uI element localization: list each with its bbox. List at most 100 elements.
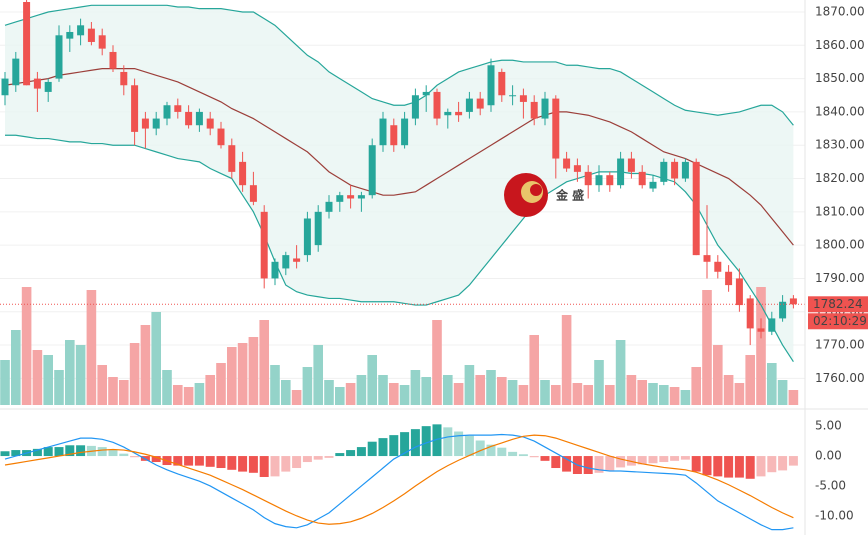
volume-bar bbox=[713, 345, 723, 405]
macd-bar bbox=[292, 456, 302, 469]
volume-bar bbox=[648, 383, 658, 405]
candle-body bbox=[217, 128, 225, 146]
candle-body bbox=[401, 118, 409, 146]
volume-bar bbox=[540, 380, 550, 405]
volume-bar bbox=[21, 287, 32, 405]
volume-bar bbox=[302, 367, 313, 405]
candle-body bbox=[109, 51, 117, 69]
volume-bar bbox=[335, 387, 345, 405]
candle-body bbox=[195, 111, 203, 126]
candle-body bbox=[228, 145, 236, 172]
volume-bar bbox=[313, 345, 323, 405]
volume-bar bbox=[324, 380, 334, 405]
macd-bar bbox=[0, 451, 10, 457]
candle-body bbox=[249, 185, 257, 202]
macd-bar bbox=[173, 456, 183, 466]
macd-bar bbox=[637, 456, 647, 465]
candle-body bbox=[746, 298, 754, 329]
macd-bar bbox=[432, 424, 442, 457]
candle-body bbox=[152, 118, 160, 129]
volume-bar bbox=[421, 377, 431, 405]
volume-bar bbox=[86, 290, 97, 405]
macd-bar bbox=[410, 429, 420, 457]
candle-body bbox=[433, 91, 441, 119]
volume-bar bbox=[0, 360, 10, 405]
macd-bar bbox=[767, 456, 777, 473]
macd-bar bbox=[238, 456, 248, 472]
macd-line bbox=[4, 433, 794, 531]
macd-bar bbox=[605, 456, 615, 471]
macd-bar bbox=[691, 456, 701, 472]
y-tick-label: -10.00 bbox=[815, 508, 854, 522]
candle-body bbox=[660, 161, 668, 182]
volume-bar bbox=[583, 385, 593, 405]
candle-body bbox=[141, 118, 149, 129]
y-tick-label: 1830.00 bbox=[815, 138, 865, 152]
candle-body bbox=[617, 158, 625, 186]
candle-body bbox=[98, 35, 106, 49]
macd-bar bbox=[734, 456, 744, 478]
candle-body bbox=[336, 195, 344, 202]
candle-body bbox=[627, 158, 635, 172]
candle-body bbox=[725, 271, 733, 286]
volume-bar bbox=[399, 385, 410, 405]
macd-bar bbox=[378, 438, 388, 457]
macd-bar bbox=[659, 456, 669, 463]
macd-bar bbox=[43, 447, 53, 457]
candle-body bbox=[519, 95, 527, 102]
volume-bar bbox=[486, 370, 496, 405]
candle-body bbox=[789, 298, 797, 305]
candle-body bbox=[422, 91, 430, 96]
countdown-tag bbox=[808, 313, 868, 330]
y-tick-label: 1820.00 bbox=[815, 171, 865, 185]
candle-body bbox=[23, 1, 31, 86]
candle-body bbox=[347, 195, 355, 199]
y-tick-label: 5.00 bbox=[815, 419, 842, 433]
candle-body bbox=[735, 278, 743, 306]
candle-body bbox=[649, 181, 657, 189]
macd-bar bbox=[108, 450, 118, 457]
macd-bar bbox=[216, 456, 226, 469]
macd-bar bbox=[454, 431, 464, 457]
countdown-label: 02:10:29 bbox=[813, 314, 867, 328]
volume-bar bbox=[356, 375, 367, 405]
volume-bar bbox=[129, 343, 140, 405]
candle-body bbox=[563, 158, 571, 169]
candle-body bbox=[530, 101, 538, 119]
candle-body bbox=[303, 218, 311, 256]
macd-bar bbox=[497, 447, 507, 457]
volume-bar bbox=[65, 340, 75, 405]
volume-bar bbox=[205, 375, 215, 405]
volume-bar bbox=[259, 320, 269, 405]
volume-bar bbox=[659, 385, 669, 405]
y-tick-label: 1760.00 bbox=[815, 371, 865, 385]
volume-bar bbox=[140, 325, 151, 405]
candle-body bbox=[444, 111, 452, 116]
volume-bar bbox=[97, 365, 107, 405]
price-tag-label: 1782.24 bbox=[813, 297, 863, 311]
macd-bar bbox=[540, 456, 550, 461]
candle-body bbox=[314, 211, 322, 246]
candle-body bbox=[325, 201, 333, 212]
volume-bar bbox=[227, 347, 237, 405]
candle-body bbox=[455, 111, 463, 116]
volume-bar bbox=[216, 363, 226, 405]
macd-bar bbox=[356, 447, 366, 457]
candle-body bbox=[239, 161, 247, 186]
watermark bbox=[504, 173, 548, 217]
candle-body bbox=[44, 81, 52, 92]
candle-body bbox=[509, 95, 517, 97]
candle-body bbox=[206, 118, 214, 129]
macd-bar bbox=[76, 445, 86, 457]
candle-body bbox=[465, 98, 473, 112]
candle-body bbox=[379, 118, 387, 146]
macd-bar bbox=[32, 448, 42, 457]
volume-bar bbox=[551, 385, 561, 405]
candle-body bbox=[282, 255, 290, 269]
macd-bar bbox=[151, 456, 161, 463]
macd-bar bbox=[529, 456, 539, 458]
macd-bar bbox=[551, 456, 561, 469]
candle-body bbox=[606, 175, 614, 186]
candle-body bbox=[498, 71, 506, 96]
volume-bar bbox=[507, 380, 518, 405]
